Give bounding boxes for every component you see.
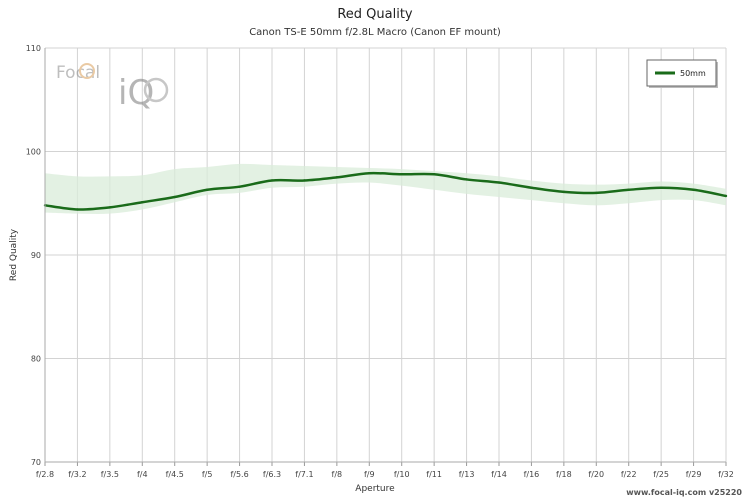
data-point — [692, 188, 695, 191]
x-tick-label: f/6.3 — [263, 470, 281, 479]
y-tick-label: 90 — [31, 251, 41, 260]
data-point — [303, 179, 306, 182]
x-tick-label: f/13 — [459, 470, 475, 479]
series-line — [44, 171, 727, 211]
quality-range-band — [45, 163, 726, 214]
x-tick-label: f/3.2 — [68, 470, 86, 479]
data-point — [497, 181, 501, 184]
x-tick-label: f/3.5 — [101, 470, 119, 479]
data-point — [238, 185, 241, 188]
logo-aperture-icon — [79, 63, 95, 79]
logo-lens-icon — [143, 77, 169, 103]
data-point — [400, 173, 403, 176]
data-point — [76, 208, 79, 211]
x-tick-label: f/5 — [202, 470, 213, 479]
y-axis-label: Red Quality — [9, 228, 19, 282]
y-tick-label: 80 — [31, 355, 41, 364]
legend[interactable]: 50mm — [646, 59, 718, 88]
x-tick-label: f/4.5 — [166, 470, 184, 479]
data-point — [108, 206, 112, 209]
x-tick-label: f/8 — [332, 470, 343, 479]
focal-iq-logo: Focal iQ — [56, 63, 169, 113]
x-tick-label: f/9 — [364, 470, 375, 479]
x-tick-label: f/11 — [426, 470, 442, 479]
footer-credit: www.focal-iq.com v25220 — [626, 488, 742, 497]
x-tick-label: f/7.1 — [295, 470, 313, 479]
logo-iq-text: iQ — [118, 73, 154, 113]
x-tick-label: f/20 — [588, 470, 604, 479]
range-band — [45, 163, 726, 214]
y-tick-label: 70 — [31, 458, 41, 467]
data-point — [562, 190, 566, 194]
data-point — [627, 188, 630, 191]
y-tick-label: 100 — [26, 148, 41, 157]
y-tick-label: 110 — [26, 44, 41, 53]
data-point — [141, 201, 144, 204]
data-point — [465, 178, 468, 181]
legend-label[interactable]: 50mm — [680, 69, 706, 78]
x-tick-label: f/14 — [491, 470, 507, 479]
series-lines — [43, 171, 728, 211]
chart-subtitle: Canon TS-E 50mm f/2.8L Macro (Canon EF m… — [249, 27, 501, 38]
x-tick-label: f/22 — [621, 470, 637, 479]
x-tick-label: f/4 — [137, 470, 148, 479]
x-tick-label: f/10 — [394, 470, 410, 479]
data-point — [724, 194, 728, 198]
data-point — [173, 195, 176, 199]
data-point — [205, 188, 209, 191]
x-tick-label: f/2.8 — [36, 470, 54, 479]
x-tick-label: f/18 — [556, 470, 572, 479]
chart-title: Red Quality — [337, 7, 413, 22]
x-tick-label: f/25 — [653, 470, 669, 479]
x-tick-label: f/16 — [524, 470, 540, 479]
axes: f/2.8 f/3.2 f/3.5 f/4 f/4.5 f/5 f/5.6 f/6.3 f/7.… — [26, 44, 734, 479]
data-point — [270, 179, 274, 182]
data-point — [368, 172, 371, 175]
x-axis-label: Aperture — [355, 484, 395, 494]
data-point — [432, 173, 436, 176]
data-point — [335, 176, 339, 179]
x-tick-label: f/29 — [686, 470, 702, 479]
data-point — [530, 186, 533, 189]
x-tick-label: f/5.6 — [230, 470, 248, 479]
data-point — [659, 186, 663, 189]
x-tick-label: f/32 — [718, 470, 734, 479]
data-point — [595, 191, 598, 195]
